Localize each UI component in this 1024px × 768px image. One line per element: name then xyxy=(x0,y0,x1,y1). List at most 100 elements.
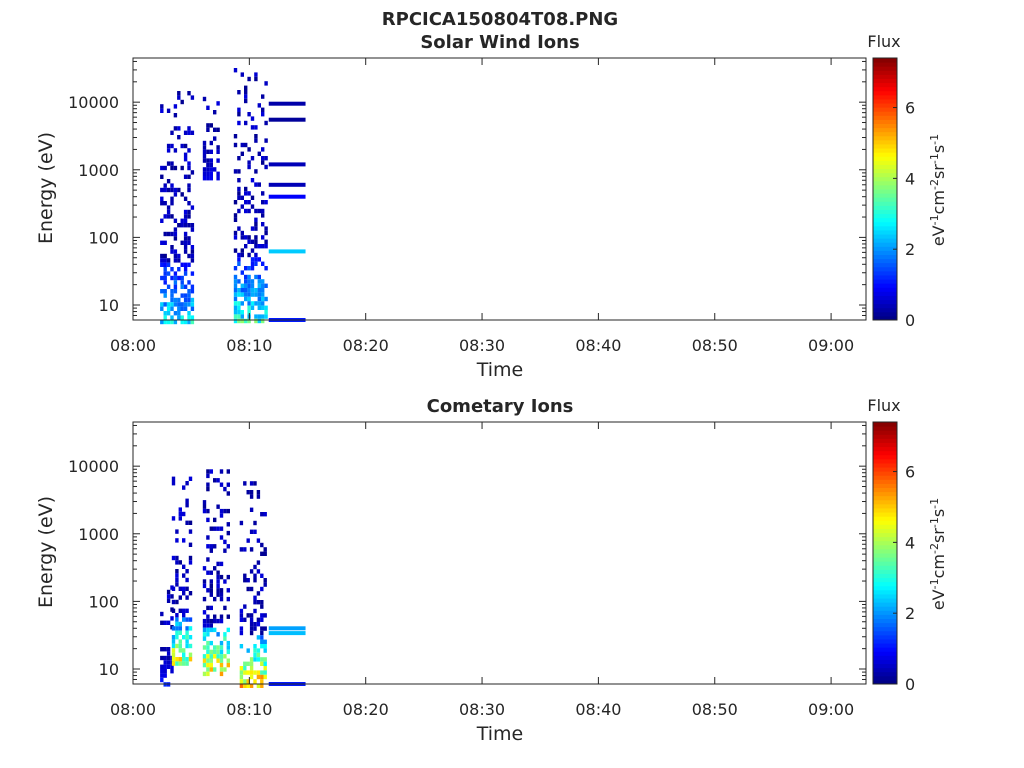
colorbar-swatch xyxy=(873,458,897,464)
colorbar-swatch xyxy=(873,638,897,644)
data-pixel xyxy=(219,614,224,619)
colorbar-tick-label: 0 xyxy=(905,311,915,330)
data-pixel xyxy=(202,658,207,663)
colorbar-swatch xyxy=(873,287,897,292)
data-pixel xyxy=(264,296,268,302)
data-pixel xyxy=(257,103,261,108)
data-pixel xyxy=(175,626,179,631)
colorbar-swatch xyxy=(873,295,897,301)
data-pixel xyxy=(261,292,265,297)
data-pixel xyxy=(163,201,167,206)
colorbar-swatch xyxy=(873,462,897,468)
data-pixel xyxy=(177,315,181,320)
data-pixel xyxy=(246,490,250,495)
data-pixel xyxy=(190,245,195,250)
data-pixel xyxy=(254,208,258,214)
data-pixel xyxy=(185,608,189,613)
data-pixel xyxy=(240,318,244,324)
data-pixel xyxy=(249,507,254,512)
data-pixel xyxy=(170,245,174,250)
x-tick-label: 08:00 xyxy=(110,336,156,355)
data-pixel xyxy=(226,662,230,668)
data-pixel xyxy=(175,661,179,666)
data-pixel xyxy=(216,592,220,597)
data-pixel xyxy=(223,539,227,545)
data-pixel xyxy=(171,661,176,666)
data-pixel xyxy=(216,654,220,659)
colorbar-swatch xyxy=(873,152,897,157)
data-pixel xyxy=(213,167,217,172)
data-pixel xyxy=(237,310,241,315)
data-pixel xyxy=(244,200,248,205)
colorbar-swatch xyxy=(873,139,897,145)
data-pixel xyxy=(237,261,241,266)
data-pixel xyxy=(263,661,267,666)
data-pixel xyxy=(226,469,230,474)
data-pixel xyxy=(254,169,258,174)
data-pixel xyxy=(233,200,238,205)
data-pixel xyxy=(209,167,213,172)
colorbar-swatch xyxy=(873,622,897,628)
data-pixel xyxy=(188,657,193,662)
data-pixel xyxy=(226,645,230,650)
data-pixel xyxy=(171,555,176,561)
data-pixel xyxy=(160,673,164,678)
data-pixel xyxy=(264,230,268,236)
colorbar-swatch xyxy=(873,659,897,665)
data-pixel xyxy=(206,605,210,611)
data-pixel xyxy=(187,297,191,303)
data-pixel xyxy=(190,297,195,303)
data-pixel xyxy=(213,645,217,650)
data-pixel xyxy=(233,288,238,293)
data-pixel xyxy=(190,271,195,276)
colorbar-swatch xyxy=(873,475,897,480)
data-pixel xyxy=(160,196,164,201)
data-pixel xyxy=(247,200,251,205)
colorbar-swatch xyxy=(873,205,897,210)
data-pixel xyxy=(178,639,182,644)
data-pixel xyxy=(249,630,254,636)
data-pixel xyxy=(226,574,230,580)
data-pixel xyxy=(185,617,189,622)
data-pixel xyxy=(177,311,181,316)
burst xyxy=(239,481,267,688)
data-pixel xyxy=(206,618,210,624)
data-pixel xyxy=(247,279,251,284)
colorbar-swatch xyxy=(873,279,897,284)
data-pixel xyxy=(209,662,213,668)
data-pixel xyxy=(263,674,267,680)
data-pixel xyxy=(254,274,258,280)
data-pixel xyxy=(166,598,171,603)
data-pixel xyxy=(166,647,171,652)
data-pixel xyxy=(170,214,174,219)
data-pixel xyxy=(160,104,164,109)
data-pixel xyxy=(237,191,241,196)
data-pixel xyxy=(171,652,176,657)
data-pixel xyxy=(263,512,267,517)
data-pixel xyxy=(163,660,167,665)
data-pixel xyxy=(244,296,248,302)
data-pixel xyxy=(256,490,261,495)
data-pixel xyxy=(187,253,191,259)
data-pixel xyxy=(206,667,210,672)
data-pixel xyxy=(244,191,248,196)
data-pixel xyxy=(240,235,244,240)
data-pixel xyxy=(253,679,257,684)
data-pixel xyxy=(173,311,178,316)
data-pixel xyxy=(233,296,238,302)
data-pixel xyxy=(216,632,220,637)
data-pixel xyxy=(188,643,193,649)
colorbar-frame xyxy=(872,421,898,685)
data-pixel xyxy=(240,301,244,306)
data-pixel xyxy=(213,517,217,523)
data-pixel xyxy=(233,279,238,284)
colorbar-swatch xyxy=(873,176,897,182)
colorbar-swatch xyxy=(873,148,897,153)
data-pixel xyxy=(233,292,238,297)
data-pixel xyxy=(233,314,238,319)
colorbar-label: eV-1cm-2sr-1s-1 xyxy=(928,134,948,246)
data-pixel xyxy=(256,600,261,605)
data-pixel xyxy=(244,288,248,293)
data-pixel xyxy=(177,223,181,228)
data-pixel xyxy=(239,679,244,684)
